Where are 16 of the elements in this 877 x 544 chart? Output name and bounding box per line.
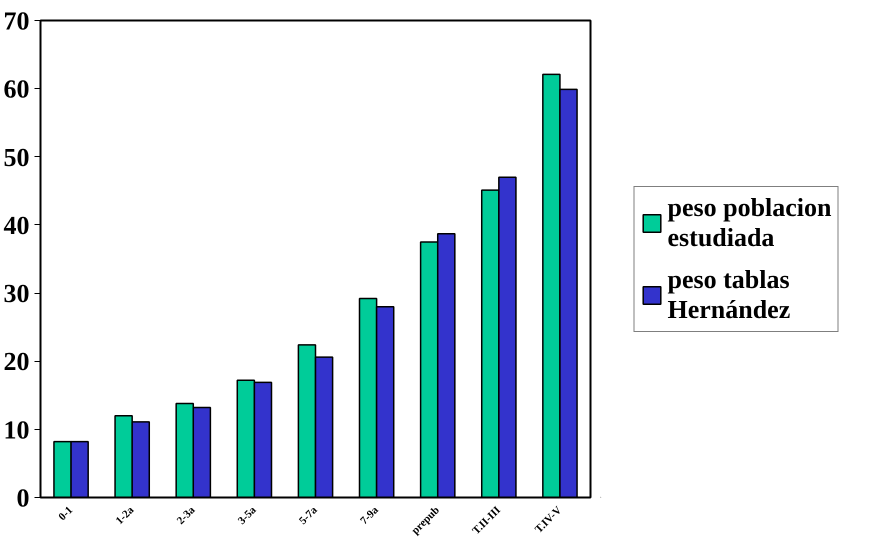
legend-label: peso poblacion estudiada <box>668 192 832 252</box>
y-tick-label: 50 <box>4 142 30 172</box>
legend-label: peso tablas Hernández <box>668 264 790 324</box>
x-tick-label: 1-2a <box>114 504 137 527</box>
y-tick-label: 0 <box>16 484 30 512</box>
x-tick-label: 2-3a <box>174 504 198 527</box>
y-tick-label: 10 <box>4 415 30 444</box>
x-tick-label: 7-9a <box>358 504 382 527</box>
x-tick-label: 0-1 <box>56 504 76 524</box>
y-tick-label: 70 <box>4 6 30 36</box>
y-tick-label: 40 <box>4 210 30 240</box>
y-tick-label: 30 <box>4 279 30 308</box>
y-tick-label: 20 <box>4 347 30 376</box>
x-tick-label: 3-5a <box>236 504 259 527</box>
y-tick-label: 60 <box>4 74 30 104</box>
x-tick-label: 5-7a <box>296 504 320 527</box>
